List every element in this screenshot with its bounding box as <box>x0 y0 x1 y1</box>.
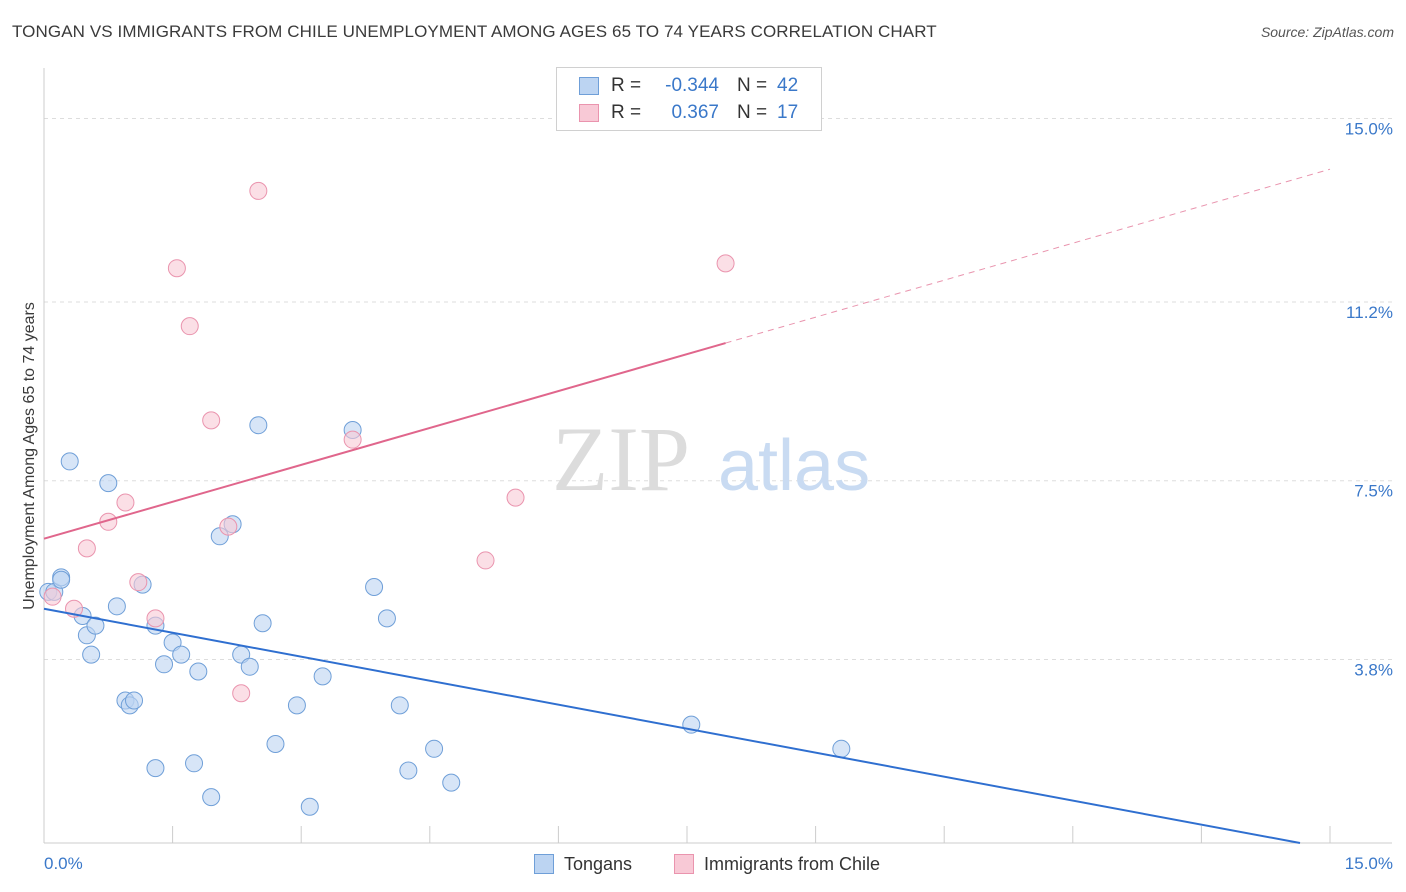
chile-point <box>129 573 148 592</box>
chile-point <box>146 609 165 628</box>
chile-point <box>343 430 362 449</box>
gridlines <box>44 117 1392 660</box>
watermark-zip: ZIP <box>552 408 690 510</box>
chile-point <box>219 517 238 536</box>
axes <box>43 68 1392 844</box>
legend-row-chile: R = 0.367 N = 17 <box>579 101 798 125</box>
bottom-legend-label-tongans: Tongans <box>564 853 633 874</box>
chile-point <box>232 684 251 703</box>
tongans-point <box>99 474 118 493</box>
trend-lines <box>43 168 1331 844</box>
chile-trend-extension <box>725 168 1331 344</box>
tongans-point <box>266 734 285 753</box>
x-tick-label-max: 15.0% <box>1345 854 1393 873</box>
chile-point <box>77 539 96 558</box>
chart-title: TONGAN VS IMMIGRANTS FROM CHILE UNEMPLOY… <box>12 22 937 41</box>
tongans-point <box>287 696 306 715</box>
tongans-point <box>390 696 409 715</box>
legend-row-tongans: R = -0.344 N = 42 <box>579 74 798 98</box>
chile-point <box>249 181 268 200</box>
watermark-atlas: atlas <box>718 426 870 506</box>
tongans-point <box>240 657 259 676</box>
x-tick-label-min: 0.0% <box>44 854 83 873</box>
tongans-point <box>249 416 268 435</box>
legend-swatch-tongans <box>579 77 599 95</box>
chile-point <box>476 551 495 570</box>
bottom-legend-swatch-chile <box>674 854 694 874</box>
legend-r-value-chile: 0.367 <box>671 102 719 123</box>
chile-point <box>716 254 735 273</box>
chile-point <box>43 587 62 606</box>
tongans-point <box>442 773 461 792</box>
chile-point <box>180 317 199 336</box>
legend-n-value-tongans: 42 <box>777 75 799 96</box>
legend-r-label: R = <box>611 75 642 96</box>
chile-trend-line <box>43 342 726 540</box>
tongans-point <box>189 662 208 681</box>
bottom-legend-tongans: Tongans <box>534 852 632 876</box>
chile-point <box>167 259 186 278</box>
tongans-point <box>155 655 174 674</box>
bottom-legend-chile: Immigrants from Chile <box>674 852 880 876</box>
chile-point <box>506 488 525 507</box>
tick-labels: 3.8% 7.5% 11.2% 15.0% 0.0% 15.0% <box>44 119 1393 873</box>
legend-r-value-tongans: -0.344 <box>665 75 719 96</box>
y-tick-label: 11.2% <box>1346 303 1393 322</box>
tongans-trend-line <box>43 607 1301 844</box>
legend-n-label: N = <box>737 75 768 96</box>
y-tick-label: 3.8% <box>1354 660 1393 679</box>
chile-point <box>202 411 221 430</box>
watermark: ZIP atlas <box>552 408 870 510</box>
tongans-point <box>399 761 418 780</box>
correlation-legend: R = -0.344 N = 42 R = 0.367 N = 17 <box>556 67 822 131</box>
tongans-point <box>125 691 144 710</box>
tongans-point <box>202 788 221 807</box>
tongans-point <box>60 452 79 471</box>
tongans-point <box>365 578 384 596</box>
y-tick-label: 7.5% <box>1354 482 1393 501</box>
tongans-point <box>832 739 851 758</box>
chile-point <box>116 493 135 512</box>
tongans-point <box>377 609 396 628</box>
tongans-point <box>82 645 101 664</box>
tongans-point <box>86 616 105 635</box>
tongans-point <box>185 754 204 773</box>
bottom-legend-label-chile: Immigrants from Chile <box>704 853 881 874</box>
y-tick-label: 15.0% <box>1345 119 1393 138</box>
tongans-point <box>253 614 272 633</box>
legend-swatch-chile <box>579 104 599 122</box>
tongans-point <box>146 759 165 778</box>
bottom-legend-swatch-tongans <box>534 854 554 874</box>
tongans-point <box>52 570 71 589</box>
legend-n-value-chile: 17 <box>777 102 799 123</box>
tongans-point <box>300 797 319 816</box>
legend-r-label: R = <box>611 102 642 123</box>
data-points <box>39 181 851 816</box>
tongans-point <box>425 739 444 758</box>
source-label: Source: ZipAtlas.com <box>1260 24 1394 40</box>
legend-n-label: N = <box>737 102 768 123</box>
tongans-point <box>107 597 126 616</box>
tongans-point <box>172 645 191 664</box>
tongans-point <box>313 667 332 686</box>
